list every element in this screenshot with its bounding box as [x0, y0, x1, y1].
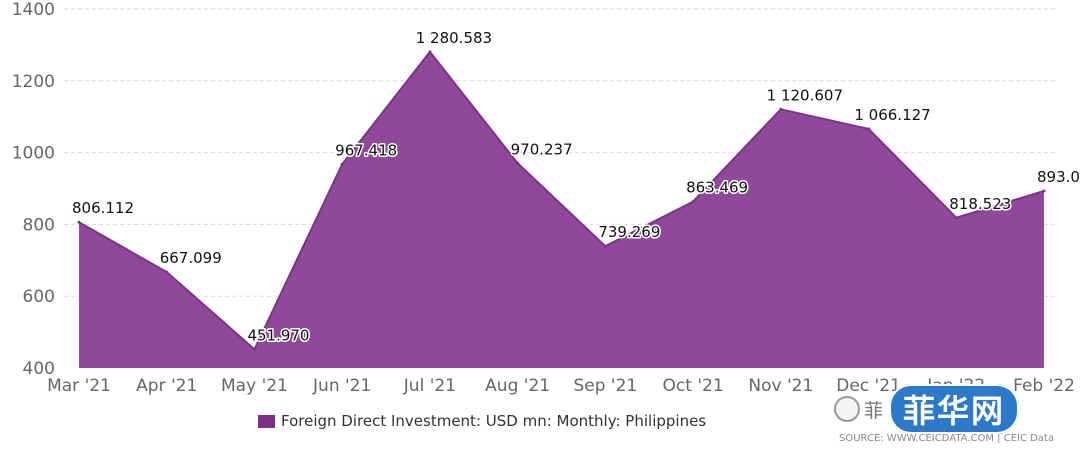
- data-point[interactable]: [867, 127, 871, 131]
- data-label: 818.523: [949, 195, 1011, 213]
- data-point[interactable]: [779, 107, 783, 111]
- y-tick-label: 1400: [12, 0, 55, 20]
- watermark-logo: 菲华网: [889, 384, 1020, 434]
- x-tick-label: Oct '21: [663, 376, 724, 396]
- watermark: 菲 菲华网: [834, 384, 1020, 434]
- data-point[interactable]: [428, 50, 432, 54]
- data-label: 1 066.127: [854, 106, 930, 124]
- legend-swatch: [258, 414, 275, 428]
- data-label: 967.418: [335, 141, 397, 159]
- data-point[interactable]: [1042, 189, 1046, 193]
- x-tick-label: Jun '21: [312, 376, 371, 396]
- data-label: 1 280.583: [416, 29, 492, 47]
- legend[interactable]: Foreign Direct Investment: USD mn: Month…: [258, 412, 706, 430]
- series-line: [78, 50, 1045, 351]
- x-tick-label: May '21: [221, 376, 288, 396]
- watermark-partial-text: 菲: [864, 399, 884, 422]
- wechat-icon: [834, 396, 860, 422]
- data-point[interactable]: [954, 216, 958, 220]
- source-credit[interactable]: SOURCE: WWW.CEICDATA.COM | CEIC Data: [838, 433, 1054, 444]
- data-label: 739.269: [598, 223, 660, 241]
- x-tick-label: Sep '21: [573, 376, 637, 396]
- data-point[interactable]: [603, 244, 607, 248]
- data-point[interactable]: [691, 200, 695, 204]
- legend-label: Foreign Direct Investment: USD mn: Month…: [281, 412, 707, 430]
- data-label: 806.112: [72, 199, 134, 217]
- y-tick-label: 400: [23, 359, 55, 379]
- area-chart: 400 600 800 1000 1200 1400 Mar '21 Apr '21 May …: [12, 0, 1080, 396]
- data-label: 667.099: [160, 249, 222, 267]
- data-label: 451.970: [247, 326, 309, 344]
- data-label: 893.098: [1037, 168, 1080, 186]
- x-tick-label: Nov '21: [748, 376, 813, 396]
- y-tick-label: 1200: [12, 72, 55, 92]
- data-point[interactable]: [340, 162, 344, 166]
- x-tick-label: Apr '21: [136, 376, 197, 396]
- data-point[interactable]: [77, 220, 81, 224]
- y-tick-label: 1000: [12, 144, 55, 164]
- y-tick-label: 600: [23, 287, 55, 307]
- area-fill: [79, 51, 1044, 369]
- data-labels: 806.112 667.099 451.970 967.418 1 280.583 970…: [70, 27, 1080, 345]
- x-tick-label: Dec '21: [836, 376, 901, 396]
- area-series: [77, 50, 1046, 369]
- x-axis-ticks: Mar '21 Apr '21 May '21 Jun '21 Jul '21 Aug '…: [47, 376, 1075, 396]
- x-tick-label: Jul '21: [403, 376, 456, 396]
- data-point[interactable]: [252, 347, 256, 351]
- data-point[interactable]: [165, 270, 169, 274]
- y-tick-label: 800: [23, 215, 55, 235]
- data-point[interactable]: [516, 161, 520, 165]
- data-label: 863.469: [686, 179, 748, 197]
- x-tick-label: Feb '22: [1013, 376, 1075, 396]
- x-tick-label: Aug '21: [485, 376, 550, 396]
- data-label: 970.237: [511, 140, 573, 158]
- y-axis-ticks: 400 600 800 1000 1200 1400: [12, 0, 55, 379]
- data-label: 1 120.607: [767, 86, 843, 104]
- x-tick-label: Mar '21: [47, 376, 111, 396]
